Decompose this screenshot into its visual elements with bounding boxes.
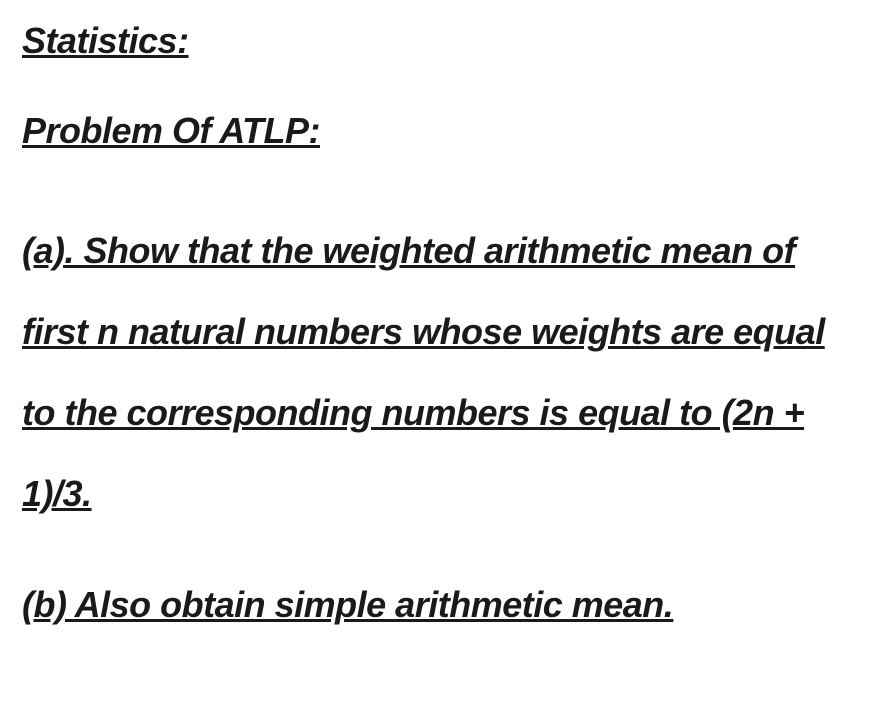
problem-part-b: (b) Also obtain simple arithmetic mean. (22, 564, 867, 645)
section-title: Statistics: (22, 20, 867, 62)
problem-part-a: (a). Show that the weighted arithmetic m… (22, 210, 867, 534)
section-subtitle: Problem Of ATLP: (22, 110, 867, 152)
